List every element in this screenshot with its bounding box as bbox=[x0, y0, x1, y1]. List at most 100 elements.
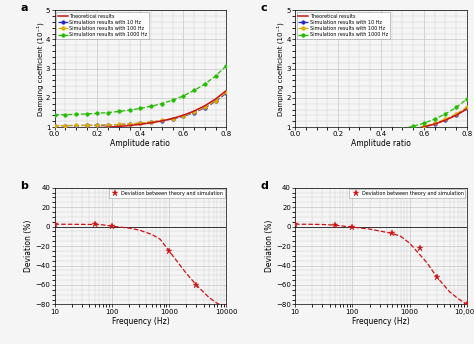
Theoretical results bbox=[105, 125, 111, 129]
Simulation results with 10 Hz bbox=[303, 134, 309, 138]
Simulation results with 1000 Hz bbox=[292, 134, 298, 138]
Simulation results with 1000 Hz bbox=[63, 112, 68, 117]
Theoretical results bbox=[324, 133, 330, 138]
Simulation results with 1000 Hz bbox=[324, 133, 330, 138]
Y-axis label: Damping coefficient (10⁻¹): Damping coefficient (10⁻¹) bbox=[277, 22, 284, 116]
Text: d: d bbox=[261, 181, 269, 191]
Simulation results with 10 Hz bbox=[378, 131, 384, 136]
Simulation results with 100 Hz bbox=[52, 123, 57, 128]
Simulation results with 100 Hz bbox=[378, 131, 384, 135]
Simulation results with 10 Hz bbox=[137, 121, 143, 125]
Simulation results with 1000 Hz bbox=[202, 82, 208, 86]
Simulation results with 1000 Hz bbox=[453, 105, 459, 109]
Simulation results with 1000 Hz bbox=[52, 113, 57, 117]
Simulation results with 1000 Hz bbox=[116, 109, 122, 114]
Legend: Theoretical results, Simulation results with 10 Hz, Simulation results with 100 : Theoretical results, Simulation results … bbox=[297, 12, 390, 39]
Simulation results with 1000 Hz bbox=[346, 133, 352, 137]
Simulation results with 10 Hz bbox=[73, 123, 79, 128]
Theoretical results bbox=[464, 107, 470, 111]
Simulation results with 1000 Hz bbox=[443, 112, 448, 116]
Simulation results with 100 Hz bbox=[410, 127, 416, 131]
Simulation results with 100 Hz bbox=[84, 123, 90, 127]
Simulation results with 100 Hz bbox=[464, 105, 470, 109]
Simulation results with 100 Hz bbox=[421, 124, 427, 128]
Theoretical results bbox=[389, 130, 394, 135]
Simulation results with 1000 Hz bbox=[137, 106, 143, 110]
Simulation results with 1000 Hz bbox=[105, 110, 111, 115]
Simulation results with 100 Hz bbox=[314, 133, 319, 138]
Simulation results with 10 Hz bbox=[356, 133, 362, 137]
Line: Simulation results with 10 Hz: Simulation results with 10 Hz bbox=[53, 92, 228, 127]
Y-axis label: Damping coefficient (10⁻¹): Damping coefficient (10⁻¹) bbox=[36, 22, 44, 116]
Simulation results with 100 Hz bbox=[159, 118, 165, 122]
Simulation results with 10 Hz bbox=[105, 123, 111, 127]
Line: Theoretical results: Theoretical results bbox=[295, 109, 467, 136]
Theoretical results bbox=[181, 113, 186, 117]
Deviation between theory and simulation bbox=[417, 246, 422, 250]
Simulation results with 10 Hz bbox=[453, 113, 459, 117]
Line: Simulation results with 1000 Hz: Simulation results with 1000 Hz bbox=[293, 97, 469, 138]
Simulation results with 1000 Hz bbox=[314, 133, 319, 138]
Simulation results with 10 Hz bbox=[292, 134, 298, 138]
Simulation results with 100 Hz bbox=[73, 123, 79, 128]
Simulation results with 10 Hz bbox=[116, 122, 122, 127]
Simulation results with 100 Hz bbox=[116, 122, 122, 127]
X-axis label: Amplitude ratio: Amplitude ratio bbox=[110, 139, 170, 148]
Simulation results with 10 Hz bbox=[324, 133, 330, 138]
Deviation between theory and simulation bbox=[223, 305, 229, 309]
Simulation results with 1000 Hz bbox=[464, 97, 470, 101]
Simulation results with 1000 Hz bbox=[84, 112, 90, 116]
Simulation results with 100 Hz bbox=[202, 105, 208, 109]
Deviation between theory and simulation bbox=[91, 223, 97, 227]
Simulation results with 10 Hz bbox=[148, 120, 154, 124]
Simulation results with 100 Hz bbox=[127, 122, 133, 126]
Simulation results with 1000 Hz bbox=[400, 127, 405, 131]
Deviation between theory and simulation bbox=[434, 275, 440, 279]
Theoretical results bbox=[95, 126, 100, 130]
X-axis label: Frequency (Hz): Frequency (Hz) bbox=[352, 317, 410, 326]
Simulation results with 10 Hz bbox=[63, 123, 68, 128]
Deviation between theory and simulation bbox=[332, 223, 338, 227]
Simulation results with 1000 Hz bbox=[191, 88, 197, 93]
Deviation between theory and simulation bbox=[349, 225, 355, 229]
Theoretical results bbox=[84, 126, 90, 130]
Theoretical results bbox=[73, 126, 79, 130]
Simulation results with 1000 Hz bbox=[181, 94, 186, 98]
Theoretical results bbox=[378, 131, 384, 136]
Simulation results with 100 Hz bbox=[346, 133, 352, 137]
Theoretical results bbox=[400, 129, 405, 133]
Simulation results with 10 Hz bbox=[202, 106, 208, 110]
Deviation between theory and simulation bbox=[193, 283, 199, 287]
Simulation results with 1000 Hz bbox=[159, 101, 165, 106]
Simulation results with 1000 Hz bbox=[356, 132, 362, 136]
Simulation results with 100 Hz bbox=[443, 117, 448, 121]
Theoretical results bbox=[191, 109, 197, 113]
Line: Theoretical results: Theoretical results bbox=[55, 90, 227, 129]
Deviation between theory and simulation bbox=[166, 249, 172, 253]
Simulation results with 10 Hz bbox=[432, 122, 438, 126]
Theoretical results bbox=[303, 134, 309, 138]
Simulation results with 1000 Hz bbox=[127, 108, 133, 112]
Simulation results with 10 Hz bbox=[410, 127, 416, 131]
Simulation results with 100 Hz bbox=[453, 112, 459, 116]
Theoretical results bbox=[335, 133, 341, 138]
Simulation results with 1000 Hz bbox=[148, 104, 154, 108]
Line: Simulation results with 100 Hz: Simulation results with 100 Hz bbox=[293, 106, 469, 138]
Theoretical results bbox=[137, 122, 143, 126]
Simulation results with 1000 Hz bbox=[303, 134, 309, 138]
Simulation results with 100 Hz bbox=[95, 123, 100, 127]
Simulation results with 100 Hz bbox=[148, 120, 154, 124]
Theoretical results bbox=[148, 121, 154, 125]
Simulation results with 1000 Hz bbox=[367, 131, 373, 135]
Text: a: a bbox=[20, 3, 27, 13]
Simulation results with 10 Hz bbox=[464, 106, 470, 110]
Simulation results with 100 Hz bbox=[432, 121, 438, 125]
Simulation results with 100 Hz bbox=[356, 132, 362, 137]
Simulation results with 100 Hz bbox=[367, 132, 373, 136]
Simulation results with 10 Hz bbox=[52, 123, 57, 128]
Line: Deviation between theory and simulation: Deviation between theory and simulation bbox=[292, 221, 470, 308]
Simulation results with 10 Hz bbox=[127, 122, 133, 126]
Simulation results with 100 Hz bbox=[63, 123, 68, 128]
Simulation results with 1000 Hz bbox=[73, 112, 79, 116]
Legend: Deviation between theory and simulation: Deviation between theory and simulation bbox=[109, 189, 225, 198]
